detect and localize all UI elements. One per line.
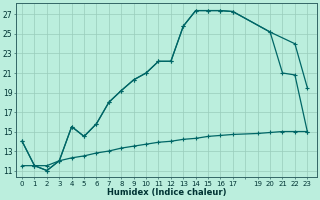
X-axis label: Humidex (Indice chaleur): Humidex (Indice chaleur) — [107, 188, 226, 197]
